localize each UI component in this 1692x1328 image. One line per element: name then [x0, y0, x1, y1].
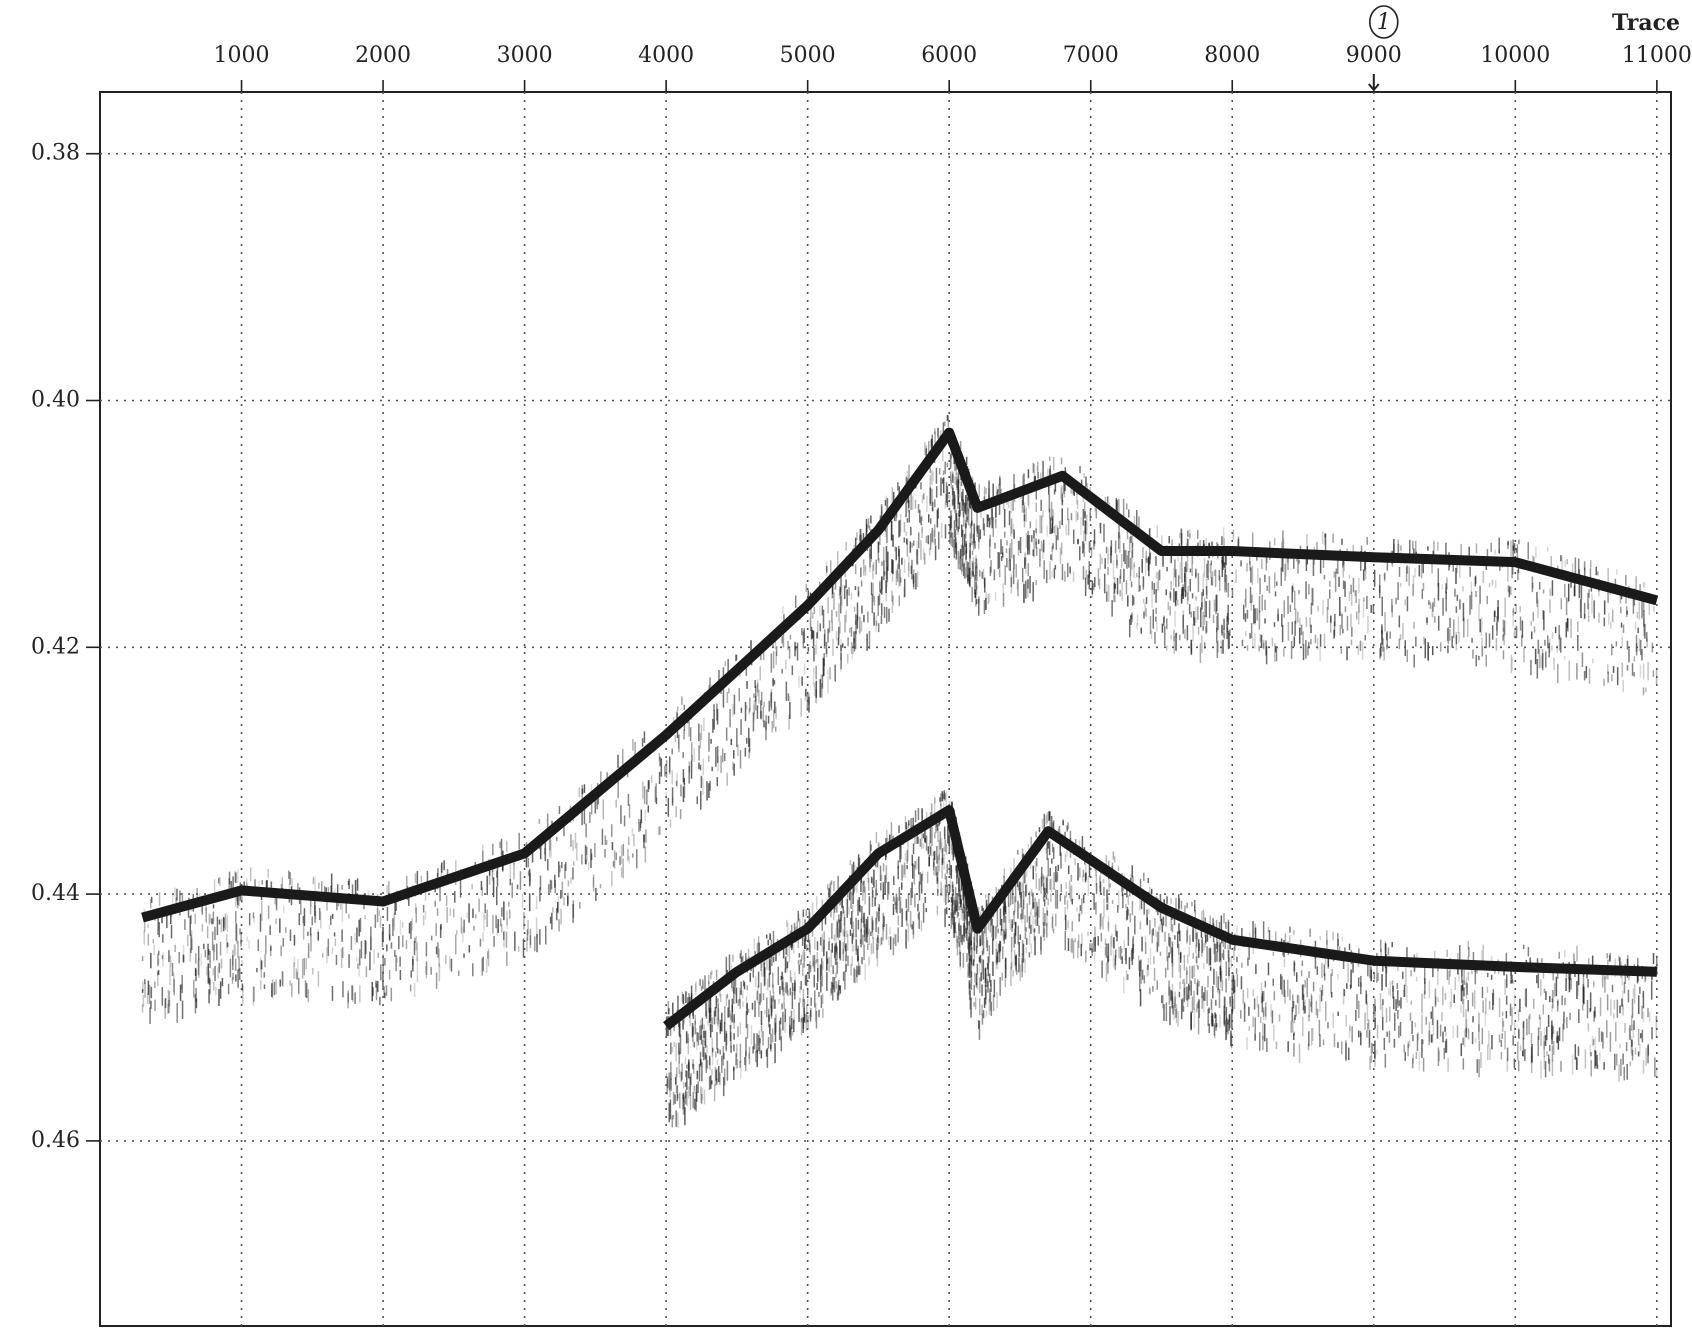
chart: Trace 1000200030004000500060007000800090…: [0, 0, 1692, 1328]
texture: [143, 415, 1657, 1128]
